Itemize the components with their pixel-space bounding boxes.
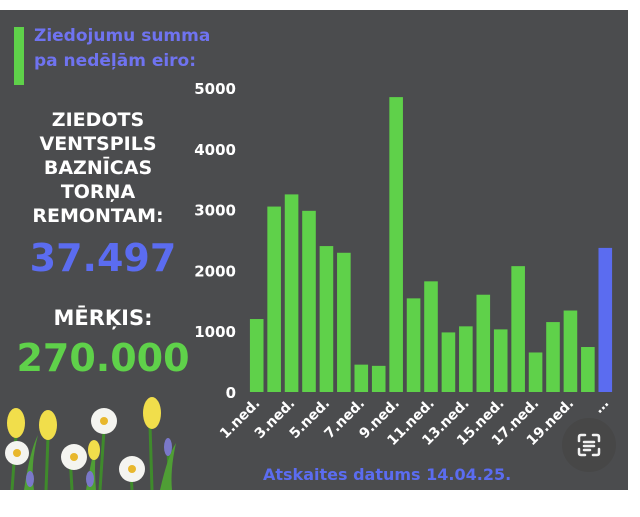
report-date: Atskaites datums 14.04.25. xyxy=(263,465,512,484)
bar: 11.ned.: 1820 xyxy=(424,281,438,392)
bar: 9.ned.: 4850 xyxy=(389,97,403,393)
scan-lens-icon xyxy=(577,433,601,457)
total-amount: 37.497 xyxy=(29,236,177,280)
bar: 1.ned.: 1200 xyxy=(249,319,264,392)
y-tick-label: 0 xyxy=(226,384,236,402)
y-tick-label: 2000 xyxy=(194,262,236,280)
bar: 8.ned.: 430 xyxy=(371,365,386,392)
legend-swatch xyxy=(14,27,24,85)
legend-line-2: pa nedēļām eiro: xyxy=(34,51,197,71)
legend: Ziedojumu summa pa nedēļām eiro: xyxy=(34,24,244,74)
bar: 21.ned.: 2370 xyxy=(598,247,613,392)
headline-line-4: TORŅA xyxy=(60,181,136,203)
bar: 3.ned.: 3250 xyxy=(284,194,299,392)
donation-headline: ZIEDOTS VENTSPILS BAZNĪCAS TORŅA REMONTA… xyxy=(0,108,196,228)
lens-button[interactable] xyxy=(562,418,616,472)
bar: 6.ned.: 2290 xyxy=(337,252,351,392)
bar: 14.ned.: 1600 xyxy=(476,294,491,392)
bar: 20.ned.: 740 xyxy=(581,347,595,392)
legend-line-1: Ziedojumu summa xyxy=(34,26,211,46)
y-tick-label: 4000 xyxy=(194,141,236,159)
bar: 18.ned.: 1150 xyxy=(546,322,560,392)
headline-line-2: VENTSPILS xyxy=(39,133,157,155)
headline-line-1: ZIEDOTS xyxy=(51,109,145,131)
bar: 15.ned.: 1030 xyxy=(493,329,508,392)
bar: 16.ned.: 2070 xyxy=(511,266,525,392)
bar: 12.ned.: 980 xyxy=(441,332,456,392)
bar: 2.ned.: 3050 xyxy=(267,206,281,392)
goal-amount: 270.000 xyxy=(16,336,190,380)
bar: 10.ned.: 1540 xyxy=(406,298,421,392)
bar: 4.ned.: 2980 xyxy=(302,210,316,392)
bar: 19.ned.: 1340 xyxy=(563,310,578,392)
bar: 7.ned.: 450 xyxy=(354,364,369,392)
headline-line-3: BAZNĪCAS xyxy=(43,157,153,179)
bar: 17.ned.: 650 xyxy=(528,352,543,392)
y-tick-label: 3000 xyxy=(194,202,236,220)
headline-line-5: REMONTAM: xyxy=(32,205,164,227)
daffodil-illustration xyxy=(5,397,176,490)
y-tick-label: 1000 xyxy=(194,323,236,341)
x-tick-label: … xyxy=(591,396,612,417)
bar: 13.ned.: 1080 xyxy=(459,326,473,392)
goal-label: MĒRĶIS: xyxy=(53,306,153,330)
infographic-panel: Ziedojumu summa pa nedēļām eiro: ZIEDOTS… xyxy=(0,10,628,490)
bar: 5.ned.: 2400 xyxy=(319,246,334,392)
y-tick-label: 5000 xyxy=(194,80,236,98)
